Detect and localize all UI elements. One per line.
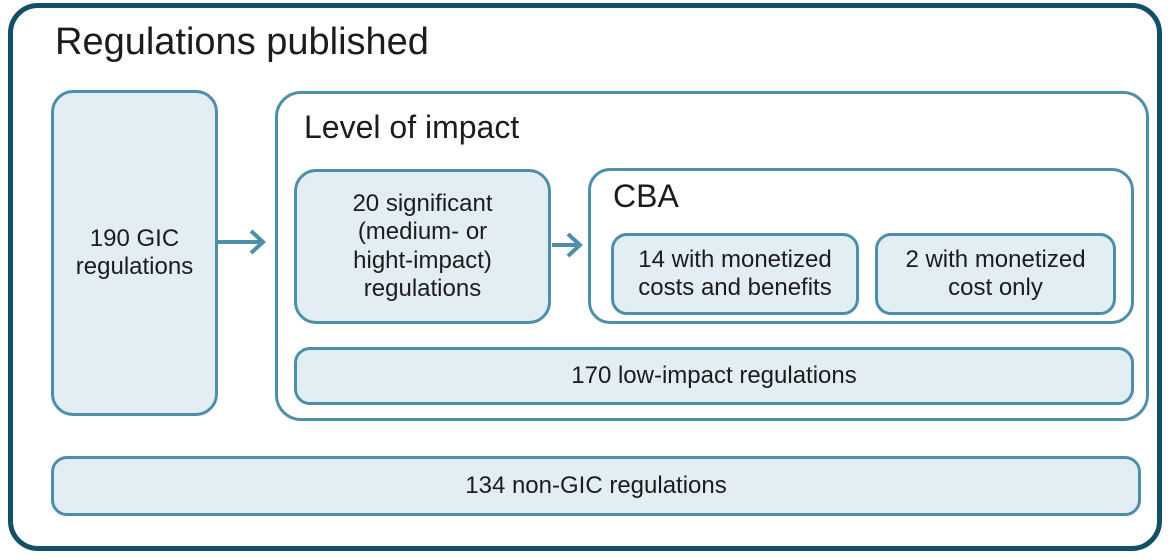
- monetized-cost-only-label: 2 with monetized cost only: [905, 245, 1086, 301]
- level-of-impact-label: Level of impact: [304, 109, 520, 145]
- level-of-impact-group: Level of impact 20 significant (medium- …: [275, 91, 1149, 421]
- monetized-costs-benefits-box: 14 with monetized costs and benefits: [611, 233, 859, 315]
- diagram-title: Regulations published: [55, 21, 429, 63]
- flow-arrow-significant-to-cba-icon: [552, 232, 583, 258]
- flow-arrow-gic-to-impact-icon: [217, 229, 266, 255]
- monetized-cost-only-box: 2 with monetized cost only: [875, 233, 1116, 315]
- non-gic-regulations-label: 134 non-GIC regulations: [465, 471, 727, 499]
- low-impact-regulations-box: 170 low-impact regulations: [294, 347, 1134, 405]
- cba-label: CBA: [613, 178, 679, 214]
- regulations-published-container: Regulations published 190 GIC regulation…: [8, 3, 1162, 551]
- cba-group: CBA 14 with monetized costs and benefits…: [588, 168, 1134, 324]
- significant-regulations-box: 20 significant (medium- or hight-impact)…: [294, 169, 551, 324]
- low-impact-regulations-label: 170 low-impact regulations: [571, 361, 857, 389]
- significant-regulations-label: 20 significant (medium- or hight-impact)…: [352, 190, 493, 302]
- gic-regulations-box: 190 GIC regulations: [51, 90, 218, 416]
- gic-regulations-label: 190 GIC regulations: [75, 224, 194, 280]
- monetized-costs-benefits-label: 14 with monetized costs and benefits: [638, 245, 832, 301]
- non-gic-regulations-box: 134 non-GIC regulations: [51, 456, 1141, 516]
